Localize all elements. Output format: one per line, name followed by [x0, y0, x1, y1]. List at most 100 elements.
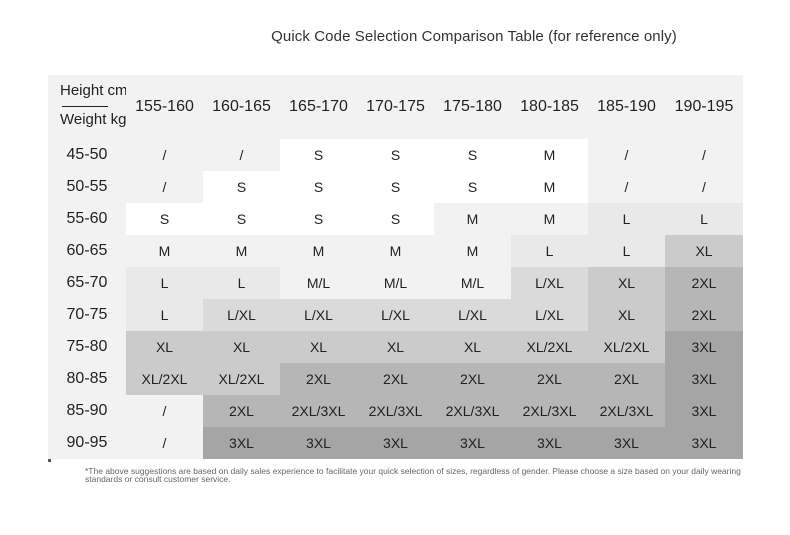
size-cell: L: [126, 299, 203, 331]
size-cell: 3XL: [665, 363, 743, 395]
height-header: 160-165: [203, 75, 280, 139]
size-cell: M: [511, 139, 588, 171]
height-header: 180-185: [511, 75, 588, 139]
size-cell: 2XL/3XL: [588, 395, 665, 427]
size-cell: S: [357, 203, 434, 235]
size-cell: 3XL: [203, 427, 280, 459]
table-row: 70-75 L L/XL L/XL L/XL L/XL L/XL XL 2XL: [48, 299, 743, 331]
size-cell: XL: [280, 331, 357, 363]
size-cell: M/L: [357, 267, 434, 299]
size-cell: /: [126, 427, 203, 459]
size-cell: /: [203, 139, 280, 171]
size-cell: /: [665, 139, 743, 171]
size-cell: 2XL: [280, 363, 357, 395]
size-cell: L/XL: [511, 299, 588, 331]
size-cell: L: [511, 235, 588, 267]
size-cell: M: [280, 235, 357, 267]
size-cell: 3XL: [588, 427, 665, 459]
size-cell: /: [665, 171, 743, 203]
size-cell: /: [126, 139, 203, 171]
size-cell: M: [434, 203, 511, 235]
size-cell: S: [434, 139, 511, 171]
size-cell: XL/2XL: [126, 363, 203, 395]
size-cell: S: [357, 171, 434, 203]
size-cell: 3XL: [434, 427, 511, 459]
size-cell: S: [280, 171, 357, 203]
size-cell: S: [357, 139, 434, 171]
size-cell: M: [126, 235, 203, 267]
size-cell: XL: [126, 331, 203, 363]
size-cell: /: [126, 171, 203, 203]
size-cell: S: [203, 203, 280, 235]
size-cell: S: [203, 171, 280, 203]
footnote: *The above suggestions are based on dail…: [85, 466, 741, 484]
table-row: 65-70 L L M/L M/L M/L L/XL XL 2XL: [48, 267, 743, 299]
weight-cell: 65-70: [48, 267, 126, 299]
size-cell: XL: [434, 331, 511, 363]
weight-cell: 75-80: [48, 331, 126, 363]
size-cell: S: [280, 139, 357, 171]
size-cell: XL/2XL: [588, 331, 665, 363]
size-cell: XL/2XL: [511, 331, 588, 363]
weight-cell: 70-75: [48, 299, 126, 331]
size-cell: M: [203, 235, 280, 267]
table-row: 75-80 XL XL XL XL XL XL/2XL XL/2XL 3XL: [48, 331, 743, 363]
size-cell: 2XL: [203, 395, 280, 427]
weight-cell: 85-90: [48, 395, 126, 427]
size-cell: L: [126, 267, 203, 299]
size-cell: 2XL: [665, 299, 743, 331]
size-cell: 3XL: [280, 427, 357, 459]
size-cell: 2XL: [665, 267, 743, 299]
size-cell: S: [434, 171, 511, 203]
weight-cell: 45-50: [48, 139, 126, 171]
size-cell: M: [511, 203, 588, 235]
size-cell: 2XL/3XL: [511, 395, 588, 427]
size-cell: 2XL: [357, 363, 434, 395]
weight-cell: 90-95: [48, 427, 126, 459]
size-cell: XL: [357, 331, 434, 363]
size-cell: /: [588, 171, 665, 203]
size-cell: 2XL/3XL: [280, 395, 357, 427]
table-row: 60-65 M M M M M L L XL: [48, 235, 743, 267]
size-cell: XL: [588, 299, 665, 331]
header-row: Height cm Weight kg 155-160 160-165 165-…: [48, 75, 743, 139]
size-cell: 3XL: [665, 427, 743, 459]
size-table: Height cm Weight kg 155-160 160-165 165-…: [48, 75, 743, 459]
corner-divider: [62, 106, 108, 107]
size-cell: L: [588, 203, 665, 235]
height-header: 170-175: [357, 75, 434, 139]
weight-cell: 55-60: [48, 203, 126, 235]
size-cell: XL: [588, 267, 665, 299]
size-cell: S: [280, 203, 357, 235]
size-cell: XL: [203, 331, 280, 363]
height-header: 190-195: [665, 75, 743, 139]
size-cell: M: [511, 171, 588, 203]
height-header: 165-170: [280, 75, 357, 139]
size-cell: XL/2XL: [203, 363, 280, 395]
page-title: Quick Code Selection Comparison Table (f…: [271, 28, 677, 45]
size-cell: M: [357, 235, 434, 267]
weight-cell: 50-55: [48, 171, 126, 203]
size-cell: M/L: [280, 267, 357, 299]
weight-label: Weight kg: [60, 111, 126, 128]
weight-cell: 80-85: [48, 363, 126, 395]
height-label: Height cm: [60, 82, 126, 99]
size-cell: XL: [665, 235, 743, 267]
size-cell: L/XL: [511, 267, 588, 299]
height-header: 155-160: [126, 75, 203, 139]
table-row: 45-50 / / S S S M / /: [48, 139, 743, 171]
table-row: 85-90 / 2XL 2XL/3XL 2XL/3XL 2XL/3XL 2XL/…: [48, 395, 743, 427]
size-cell: L: [588, 235, 665, 267]
size-cell: 3XL: [357, 427, 434, 459]
size-cell: 2XL: [511, 363, 588, 395]
size-cell: 3XL: [511, 427, 588, 459]
table-row: 80-85 XL/2XL XL/2XL 2XL 2XL 2XL 2XL 2XL …: [48, 363, 743, 395]
height-header: 185-190: [588, 75, 665, 139]
size-cell: /: [126, 395, 203, 427]
table-row: 50-55 / S S S S M / /: [48, 171, 743, 203]
size-cell: L/XL: [203, 299, 280, 331]
size-cell: 2XL: [434, 363, 511, 395]
size-cell: L/XL: [357, 299, 434, 331]
size-cell: M: [434, 235, 511, 267]
height-header: 175-180: [434, 75, 511, 139]
